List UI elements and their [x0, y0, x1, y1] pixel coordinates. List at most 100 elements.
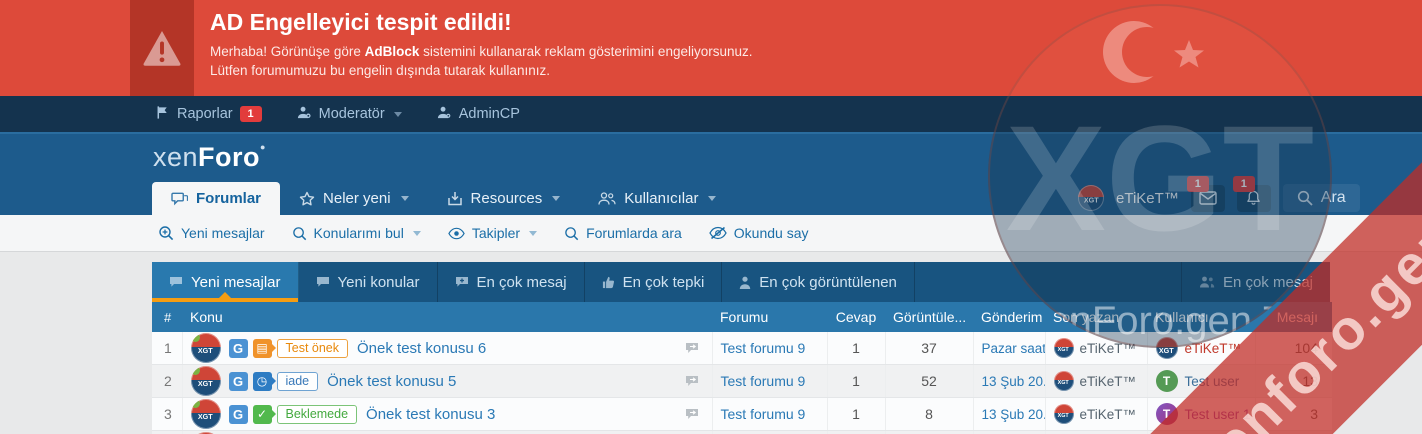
topic-avatar[interactable]: XGT — [190, 399, 221, 429]
widget-tab-en-cok-tepki[interactable]: En çok tepki — [585, 262, 723, 302]
user-avatar[interactable]: XGT — [1155, 337, 1178, 359]
tab-kullanicilar[interactable]: Kullanıcılar — [579, 182, 735, 215]
table-header-row: # Konu Forumu Cevap Görüntüle... Gönderi… — [152, 302, 1332, 332]
sub-navigation: Yeni mesajlar Konularımı bul Takipler Fo… — [0, 215, 1422, 252]
forum-link[interactable]: Test forumu 9 — [720, 373, 806, 389]
speech-bubble-icon — [169, 276, 183, 288]
column-forum: Forumu — [712, 302, 827, 332]
topic-link[interactable]: Önek test konusu 3 — [366, 405, 496, 423]
tab-forumlar[interactable]: Forumlar — [152, 182, 281, 215]
subnav-takipler[interactable]: Takipler — [448, 225, 538, 241]
search-new-icon — [159, 226, 174, 241]
banner-heading: AD Engelleyici tespit edildi! — [210, 9, 512, 35]
column-user: Kullanıcı — [1147, 302, 1255, 332]
user-avatar[interactable]: T — [1155, 403, 1178, 425]
subnav-label: Konularımı bul — [313, 225, 404, 241]
column-views: Görüntüle... — [885, 302, 973, 332]
user-link[interactable]: Test user 1 — [1184, 406, 1251, 422]
alerts-button[interactable]: 1 — [1232, 175, 1271, 212]
topic-avatar[interactable]: XGT — [190, 333, 221, 363]
column-date: Gönderim — [973, 302, 1045, 332]
prefix-label[interactable]: iade — [276, 371, 319, 391]
prefix-icon-cake: ▤ — [252, 338, 272, 358]
widget-tab-en-cok-mesaj[interactable]: En çok mesaj — [438, 262, 585, 302]
users-icon — [1199, 276, 1215, 288]
subnav-konularimi-bul[interactable]: Konularımı bul — [292, 225, 421, 241]
alerts-count-badge: 1 — [1232, 175, 1255, 192]
tab-neler-yeni[interactable]: Neler yeni — [280, 182, 428, 215]
last-poster-link[interactable]: eTiKeT™ — [1079, 373, 1137, 389]
row-number: 3 — [152, 397, 182, 431]
prefix-label[interactable]: Beklemede — [276, 404, 358, 424]
last-poster-avatar[interactable]: XGT — [1053, 404, 1074, 424]
tab-resources[interactable]: Resources — [428, 182, 580, 215]
topic-avatar[interactable]: XGT — [190, 366, 221, 396]
subnav-okundu-say[interactable]: Okundu say — [709, 225, 809, 241]
subnav-label: Forumlarda ara — [586, 225, 682, 241]
site-header: xenForo● Forumlar Neler yeni Resources — [0, 134, 1422, 215]
prefix-label[interactable]: Test önek — [276, 338, 349, 358]
report-flag-icon — [155, 105, 170, 124]
subnav-yeni-mesajlar[interactable]: Yeni mesajlar — [158, 225, 265, 241]
tab-label: Resources — [470, 190, 543, 207]
go-to-last-post-icon[interactable] — [685, 342, 700, 354]
topics-table: # Konu Forumu Cevap Görüntüle... Gönderi… — [152, 302, 1332, 434]
user-avatar[interactable]: XGT — [1078, 185, 1104, 211]
chevron-down-icon — [552, 196, 561, 201]
forum-link[interactable]: Test forumu 9 — [720, 340, 806, 356]
widget-tab-en-cok-goruntulenen[interactable]: En çok görüntülenen — [722, 262, 915, 302]
column-messages: Mesajı — [1255, 302, 1332, 332]
envelope-icon — [1199, 191, 1217, 205]
topic-link[interactable]: Önek test konusu 5 — [327, 372, 457, 390]
reports-count-badge: 1 — [239, 106, 262, 122]
last-poster-link[interactable]: eTiKeT™ — [1079, 340, 1137, 356]
last-poster-avatar[interactable]: XGT — [1053, 371, 1074, 391]
tab-label: Forumlar — [196, 190, 262, 207]
subnav-label: Takipler — [471, 225, 521, 241]
username-link[interactable]: eTiKeT™ — [1116, 189, 1179, 207]
go-to-last-post-icon[interactable] — [685, 375, 700, 387]
widget-tab-label: En çok görüntülenen — [759, 273, 897, 291]
last-poster-avatar[interactable]: XGT — [1053, 338, 1074, 358]
subnav-forumlarda-ara[interactable]: Forumlarda ara — [564, 225, 682, 241]
moderator-person-gear-icon — [296, 105, 312, 124]
row-number: 1 — [152, 332, 182, 365]
replies-count: 1 — [826, 364, 885, 398]
warning-icon-panel — [130, 0, 194, 96]
inbox-button[interactable]: 1 — [1186, 175, 1225, 212]
widget-tab-label: En çok tepki — [622, 273, 705, 291]
main-navigation: Forumlar Neler yeni Resources — [152, 182, 735, 215]
widget-tab-yeni-mesajlar[interactable]: Yeni mesajlar — [152, 262, 299, 302]
user-link[interactable]: eTiKeT™ — [1184, 340, 1242, 356]
topic-avatar[interactable]: XGT — [190, 432, 221, 434]
search-button[interactable]: Ara — [1282, 184, 1360, 212]
admincp-link[interactable]: AdminCP — [436, 105, 520, 124]
user-avatar[interactable]: T — [1155, 370, 1178, 392]
last-poster-link[interactable]: eTiKeT™ — [1079, 406, 1137, 422]
post-date-link[interactable]: 13 Şub 20... — [981, 374, 1046, 389]
post-date-link[interactable]: Pazar saat... — [981, 341, 1046, 356]
users-icon — [598, 191, 616, 206]
table-row-partial: XGT G — [152, 430, 1332, 434]
group-badge: G — [228, 404, 248, 424]
xenforo-logo[interactable]: xenForo● — [153, 142, 266, 172]
user-link[interactable]: Test user — [1184, 373, 1240, 389]
adblock-warning-banner: AD Engelleyici tespit edildi! Merhaba! G… — [0, 0, 1422, 96]
subnav-label: Okundu say — [733, 225, 809, 241]
widget-tab-yeni-konular[interactable]: Yeni konular — [299, 262, 438, 302]
widget-tab-right-en-cok-mesaj[interactable]: En çok mesaj — [1180, 262, 1330, 302]
post-date-link[interactable]: 13 Şub 20... — [981, 407, 1046, 422]
go-to-last-post-icon[interactable] — [685, 408, 700, 420]
online-indicator — [190, 366, 200, 375]
moderator-menu[interactable]: Moderatör — [296, 105, 402, 124]
forum-link[interactable]: Test forumu 9 — [720, 406, 806, 422]
search-icon — [565, 226, 579, 240]
table-row: 2 XGT G ◷ iade Önek test konusu 5 Test f… — [152, 364, 1332, 398]
chevron-down-icon — [412, 230, 421, 236]
header-user-area: XGT eTiKeT™ 1 1 Ara — [1078, 175, 1360, 212]
chevron-down-icon — [400, 196, 409, 201]
reports-label: Raporlar — [177, 106, 233, 122]
topic-link[interactable]: Önek test konusu 6 — [357, 339, 487, 357]
reports-link[interactable]: Raporlar 1 — [155, 105, 262, 124]
column-replies: Cevap — [827, 302, 885, 332]
